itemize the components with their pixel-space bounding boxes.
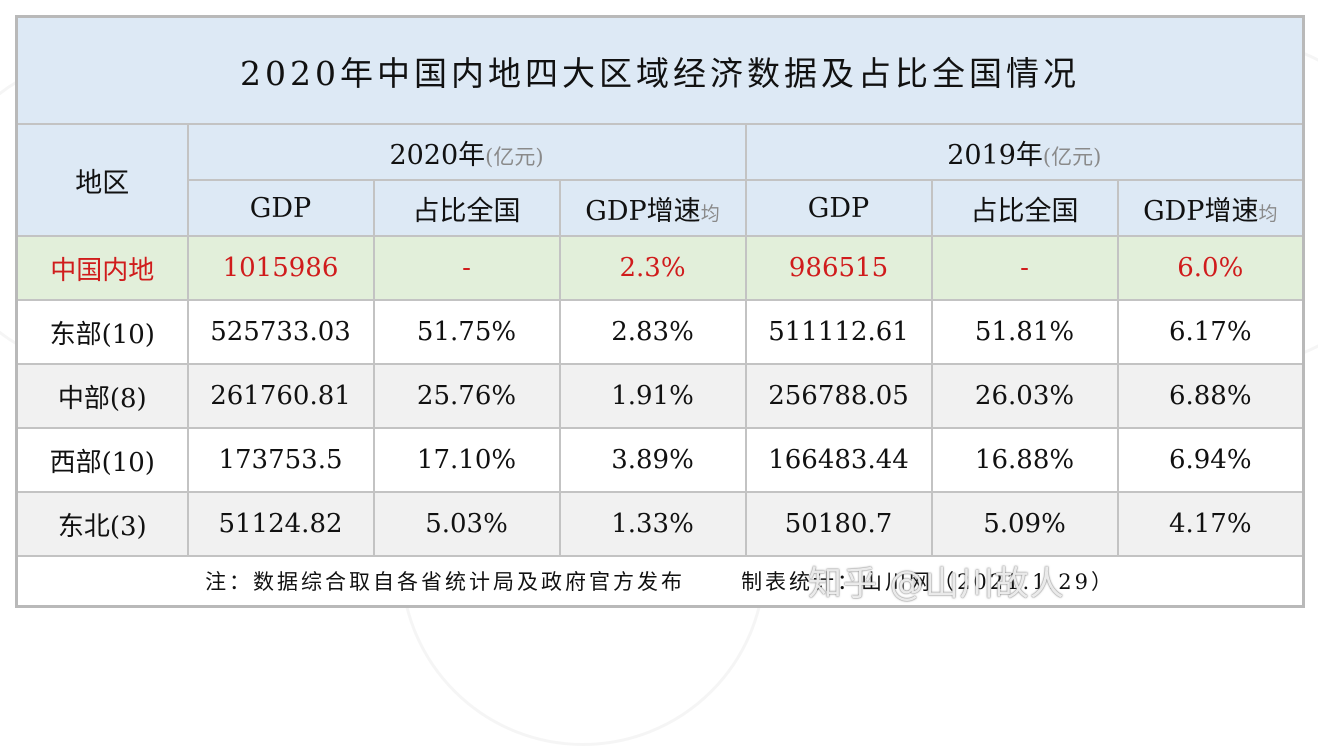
cell-gdp-2019: 256788.05 — [744, 363, 933, 429]
cell-region: 西部(10) — [15, 427, 189, 493]
cell-share-2019: 5.09% — [930, 491, 1119, 557]
cell-gdp-2019: 166483.44 — [744, 427, 933, 493]
column-header-share-2020: 占比全国 — [372, 179, 561, 237]
cell-region: 中部(8) — [15, 363, 189, 429]
table-row: 东北(3) 51124.82 5.03% 1.33% 50180.7 5.09%… — [15, 491, 1305, 557]
cell-region: 中国内地 — [15, 235, 189, 301]
cell-growth-2019: 6.0% — [1116, 235, 1305, 301]
region-header: 地区 — [15, 123, 189, 237]
cell-growth-2020: 1.33% — [558, 491, 747, 557]
cell-gdp-2020: 51124.82 — [186, 491, 375, 557]
cell-gdp-2020: 1015986 — [186, 235, 375, 301]
year-label: 2020年 — [389, 139, 486, 171]
cell-growth-2019: 6.94% — [1116, 427, 1305, 493]
table-row: 中部(8) 261760.81 25.76% 1.91% 256788.05 2… — [15, 363, 1305, 429]
year-label: 2019年 — [947, 139, 1043, 171]
column-header-share-2019: 占比全国 — [930, 179, 1119, 237]
cell-share-2019: - — [930, 235, 1119, 301]
cell-gdp-2019: 986515 — [744, 235, 933, 301]
cell-share-2019: 16.88% — [930, 427, 1119, 493]
unit-label: (亿元) — [485, 144, 544, 169]
cell-region: 东北(3) — [15, 491, 189, 557]
cell-share-2020: - — [372, 235, 561, 301]
table-title: 2020年中国内地四大区域经济数据及占比全国情况 — [15, 15, 1305, 125]
footer-note: 注：数据综合取自各省统计局及政府官方发布 — [205, 570, 686, 594]
cell-share-2020: 5.03% — [372, 491, 561, 557]
cell-share-2020: 51.75% — [372, 299, 561, 365]
cell-growth-2019: 4.17% — [1116, 491, 1305, 557]
cell-growth-2020: 2.3% — [558, 235, 747, 301]
column-header-gdp-2019: GDP — [744, 179, 933, 237]
cell-growth-2019: 6.17% — [1116, 299, 1305, 365]
cell-gdp-2019: 50180.7 — [744, 491, 933, 557]
table-footer: 注：数据综合取自各省统计局及政府官方发布 制表统计：山川网（2021.1.29） — [15, 555, 1305, 608]
unit-label: (亿元) — [1042, 144, 1102, 169]
column-header-gdp-2020: GDP — [186, 179, 375, 237]
cell-share-2020: 17.10% — [372, 427, 561, 493]
footer-credit: 制表统计：山川网（2021.1.29） — [741, 570, 1115, 594]
cell-growth-2019: 6.88% — [1116, 363, 1305, 429]
gdp-data-table: 2020年中国内地四大区域经济数据及占比全国情况 地区 2020年(亿元) 20… — [15, 15, 1306, 608]
column-header-growth-2019: GDP增速均 — [1116, 179, 1305, 237]
cell-growth-2020: 1.91% — [558, 363, 747, 429]
cell-growth-2020: 2.83% — [558, 299, 747, 365]
year-group-2020: 2020年(亿元) — [186, 123, 747, 181]
cell-share-2019: 26.03% — [930, 363, 1119, 429]
cell-share-2019: 51.81% — [930, 299, 1119, 365]
cell-gdp-2019: 511112.61 — [744, 299, 933, 365]
year-group-2019: 2019年(亿元) — [744, 123, 1305, 181]
table-row: 西部(10) 173753.5 17.10% 3.89% 166483.44 1… — [15, 427, 1305, 493]
table-row: 东部(10) 525733.03 51.75% 2.83% 511112.61 … — [15, 299, 1305, 365]
cell-growth-2020: 3.89% — [558, 427, 747, 493]
cell-gdp-2020: 261760.81 — [186, 363, 375, 429]
column-header-growth-2020: GDP增速均 — [558, 179, 747, 237]
cell-region: 东部(10) — [15, 299, 189, 365]
cell-gdp-2020: 525733.03 — [186, 299, 375, 365]
table-row-total: 中国内地 1015986 - 2.3% 986515 - 6.0% — [15, 235, 1305, 301]
cell-share-2020: 25.76% — [372, 363, 561, 429]
cell-gdp-2020: 173753.5 — [186, 427, 375, 493]
